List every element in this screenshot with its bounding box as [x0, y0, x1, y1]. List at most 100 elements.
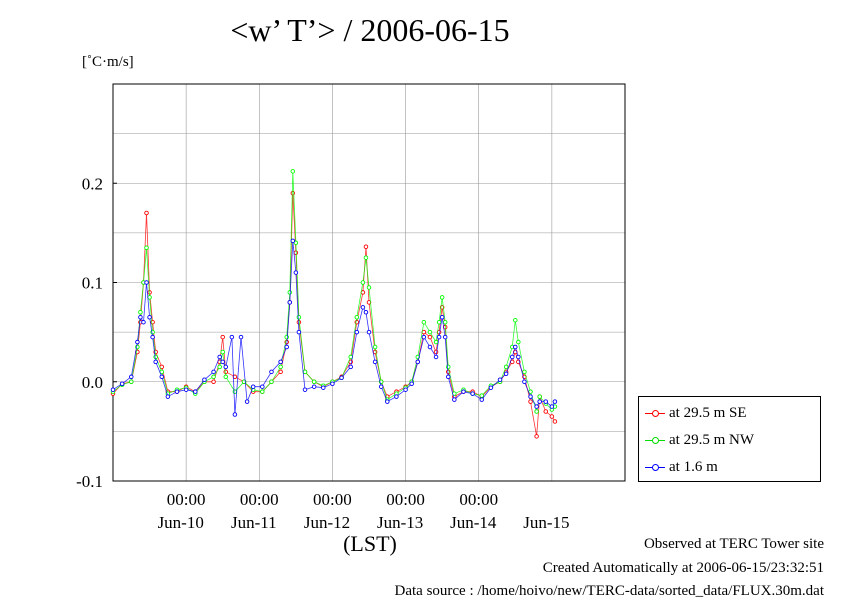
data-point [372, 344, 378, 350]
data-point [497, 377, 503, 383]
data-point [394, 394, 399, 399]
data-point [516, 354, 521, 360]
legend-marker-1-6m [645, 461, 665, 473]
data-point [363, 255, 369, 260]
data-point [366, 285, 372, 290]
data-point [366, 329, 372, 335]
plot-frame [112, 83, 626, 482]
data-point [439, 295, 445, 300]
data-point [211, 374, 216, 380]
data-point [211, 379, 216, 385]
footer-data-source: Data source : /home/hoivo/new/TERC-data/… [394, 583, 825, 599]
data-point [311, 384, 317, 389]
legend-label-1-6m: at 1.6 m [669, 458, 718, 475]
legend-item-1-6m: at 1.6 m [645, 457, 718, 477]
series-layer [110, 169, 558, 439]
data-point [360, 305, 366, 310]
data-point [217, 354, 222, 360]
data-point [409, 381, 414, 386]
data-point [311, 379, 317, 385]
y-axis-units: [˚C·m/s] [82, 54, 134, 70]
data-point [302, 387, 308, 392]
data-point [445, 374, 451, 380]
data-point [427, 344, 433, 350]
data-point [202, 377, 207, 383]
data-point [159, 374, 165, 380]
series-line [112, 171, 556, 412]
data-point [150, 334, 155, 340]
data-point [372, 359, 378, 365]
data-point [436, 334, 442, 340]
data-point [470, 391, 475, 396]
data-point [211, 369, 216, 375]
data-point [278, 359, 283, 365]
data-point [339, 375, 344, 381]
legend-item-nw: at 29.5 m NW [645, 430, 754, 450]
data-point [503, 371, 509, 377]
legend-label-se: at 29.5 m SE [669, 404, 747, 421]
data-point [144, 245, 149, 251]
data-point [528, 394, 533, 399]
data-point [436, 319, 442, 325]
data-point [439, 314, 445, 320]
grid-lines [113, 83, 625, 482]
y-tick-label: -0.1 [76, 472, 103, 491]
data-point [509, 354, 515, 360]
data-point [433, 354, 439, 360]
footer-created: Created Automatically at 2006-06-15/23:3… [542, 560, 824, 576]
axis-labels: -0.1 0.0 0.1 0.2 00:00 00:00 00:00 00:00 00:00 Ju… [76, 174, 569, 532]
data-point [543, 399, 549, 404]
data-point [296, 319, 302, 325]
data-point [250, 384, 256, 389]
data-point [452, 397, 457, 402]
data-point [278, 364, 283, 370]
x-day-label: Jun-12 [304, 513, 350, 532]
data-point [522, 379, 527, 385]
data-point [549, 414, 555, 419]
series-2 [110, 238, 558, 417]
data-point [144, 280, 149, 285]
data-point [144, 210, 149, 216]
data-point [296, 314, 302, 320]
y-tick-label: 0.2 [82, 174, 103, 193]
data-point [290, 169, 296, 174]
data-point [427, 329, 433, 335]
data-point [415, 359, 421, 365]
legend-item-se: at 29.5 m SE [645, 403, 747, 423]
data-point [174, 389, 180, 394]
series-0 [110, 190, 558, 439]
data-point [138, 314, 143, 320]
data-point [153, 354, 158, 360]
data-point [232, 412, 238, 417]
data-point [260, 389, 265, 394]
data-point [119, 381, 125, 386]
data-point [141, 319, 146, 325]
data-point [442, 319, 448, 325]
data-point [421, 334, 427, 340]
data-point [223, 369, 229, 375]
data-point [290, 238, 296, 244]
y-tick-label: 0.0 [82, 373, 103, 392]
data-point [287, 300, 293, 305]
data-point [461, 389, 466, 394]
data-point [220, 359, 225, 365]
data-point [220, 349, 225, 355]
data-point [293, 240, 299, 246]
data-point [223, 374, 229, 380]
data-point [552, 419, 558, 424]
data-point [287, 290, 293, 295]
chart-title: <w’ T’> / 2006-06-15 [230, 12, 510, 48]
data-point [552, 399, 558, 404]
data-point [403, 387, 408, 392]
data-point [528, 399, 533, 404]
data-point [229, 334, 235, 340]
y-tick-label: 0.1 [82, 274, 103, 293]
data-point [165, 394, 171, 399]
x-tick-label: 00:00 [459, 490, 498, 509]
data-point [537, 394, 542, 399]
x-tick-label: 00:00 [386, 490, 425, 509]
data-point [516, 339, 521, 345]
x-tick-label: 00:00 [313, 490, 352, 509]
data-point [284, 334, 289, 340]
